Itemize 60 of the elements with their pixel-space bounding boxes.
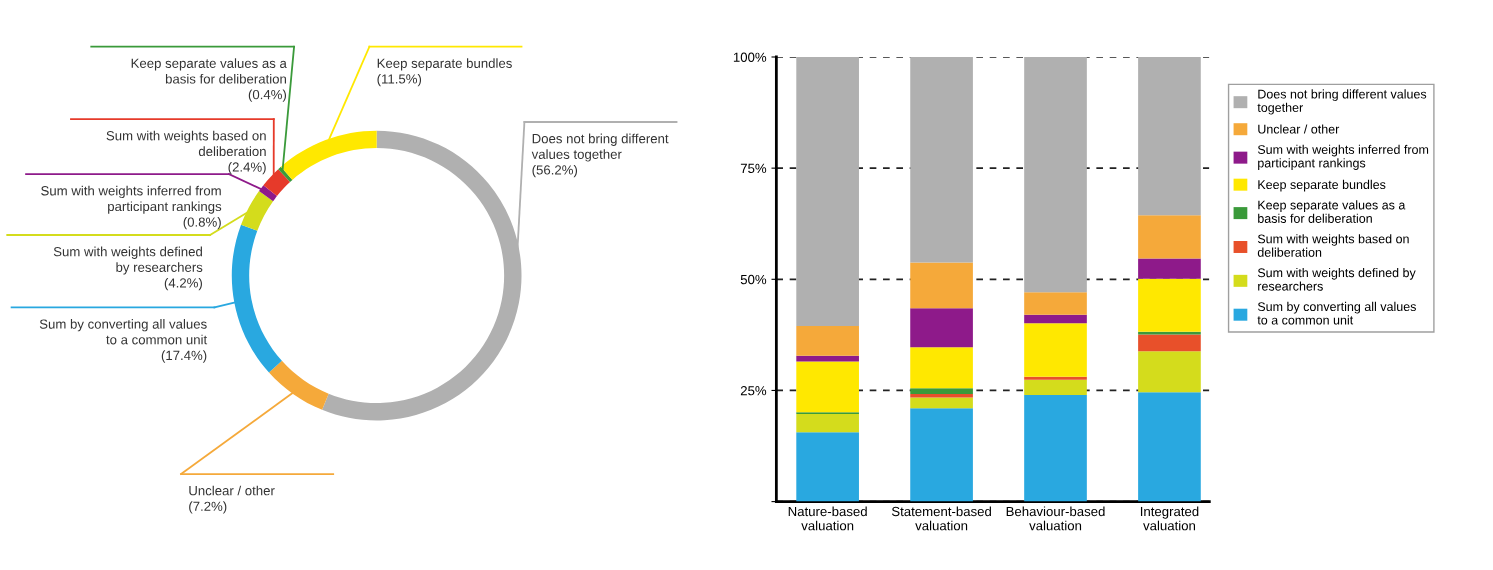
data-label: (2.4%) bbox=[228, 162, 266, 175]
bar bbox=[1024, 394, 1087, 502]
bar bbox=[1138, 392, 1201, 502]
bar bbox=[796, 325, 859, 356]
bar bbox=[796, 432, 859, 502]
bar bbox=[910, 397, 973, 409]
legend-label: Sum with weights based on deliberation bbox=[1257, 234, 1409, 257]
slice-label: Unclear / other bbox=[189, 485, 275, 496]
slice-label: Sum by converting all values to a common unit bbox=[39, 319, 208, 345]
bar bbox=[796, 355, 859, 362]
slice-label: Sum with weights based on deliberation bbox=[106, 130, 266, 157]
x-tick-label: Nature-based valuation bbox=[788, 506, 867, 531]
slice-label: Does not bring different values together bbox=[531, 133, 669, 162]
data-label: (17.4%) bbox=[161, 350, 207, 363]
y-tick-label: 50% bbox=[740, 274, 767, 285]
x-tick-label: Statement-based valuation bbox=[891, 506, 991, 531]
bar bbox=[1138, 278, 1201, 332]
bar bbox=[1138, 215, 1201, 259]
y-tick-label: 75% bbox=[740, 163, 767, 174]
data-label: (11.5%) bbox=[377, 73, 422, 87]
bar bbox=[1138, 334, 1201, 352]
x-tick-label: Integrated valuation bbox=[1140, 506, 1199, 531]
legend-label: Sum with weights defined by researchers bbox=[1257, 268, 1416, 291]
legend-label: Sum with weights inferred from participant rankings bbox=[1257, 144, 1429, 170]
legend-label: Keep separate bundles bbox=[1258, 179, 1386, 192]
legend-label: Sum by converting all values to a common unit bbox=[1257, 301, 1416, 325]
bar bbox=[796, 57, 859, 326]
bar bbox=[1024, 292, 1087, 315]
slice-label: Sum with weights defined by researchers bbox=[53, 246, 203, 275]
bar bbox=[1138, 351, 1201, 393]
y-tick-label: 25% bbox=[740, 386, 767, 396]
bar bbox=[796, 361, 859, 413]
bar bbox=[910, 408, 973, 502]
bar bbox=[796, 414, 859, 433]
slice-label: Sum with weights inferred from participant rankings bbox=[41, 185, 222, 214]
bar bbox=[910, 388, 973, 395]
bar bbox=[1024, 314, 1087, 324]
x-tick-label: Behaviour-based valuation bbox=[1006, 506, 1105, 531]
bar bbox=[910, 347, 973, 389]
bar bbox=[910, 308, 973, 348]
slice-label: Keep separate bundles bbox=[377, 58, 512, 71]
y-tick-label: 100% bbox=[733, 52, 767, 62]
bar bbox=[1024, 57, 1087, 293]
bar bbox=[1024, 323, 1087, 377]
data-label: (56.2%) bbox=[532, 164, 578, 178]
legend-label: Unclear / other bbox=[1258, 124, 1340, 134]
data-label: (4.2%) bbox=[164, 277, 202, 291]
data-label: (0.4%) bbox=[248, 89, 287, 102]
data-label: (7.2%) bbox=[189, 501, 227, 514]
bar bbox=[910, 57, 973, 263]
bar bbox=[1138, 258, 1201, 279]
bar bbox=[910, 394, 973, 398]
data-label: (0.8%) bbox=[183, 217, 221, 230]
bar bbox=[1138, 57, 1201, 216]
bar bbox=[1024, 376, 1087, 380]
bar bbox=[910, 262, 973, 309]
slice-label: Keep separate values as a basis for deliberation bbox=[131, 58, 287, 84]
legend-label: Does not bring different values together bbox=[1257, 89, 1427, 115]
legend-label: Keep separate values as a basis for deliberation bbox=[1258, 200, 1406, 223]
bar bbox=[1024, 379, 1087, 395]
